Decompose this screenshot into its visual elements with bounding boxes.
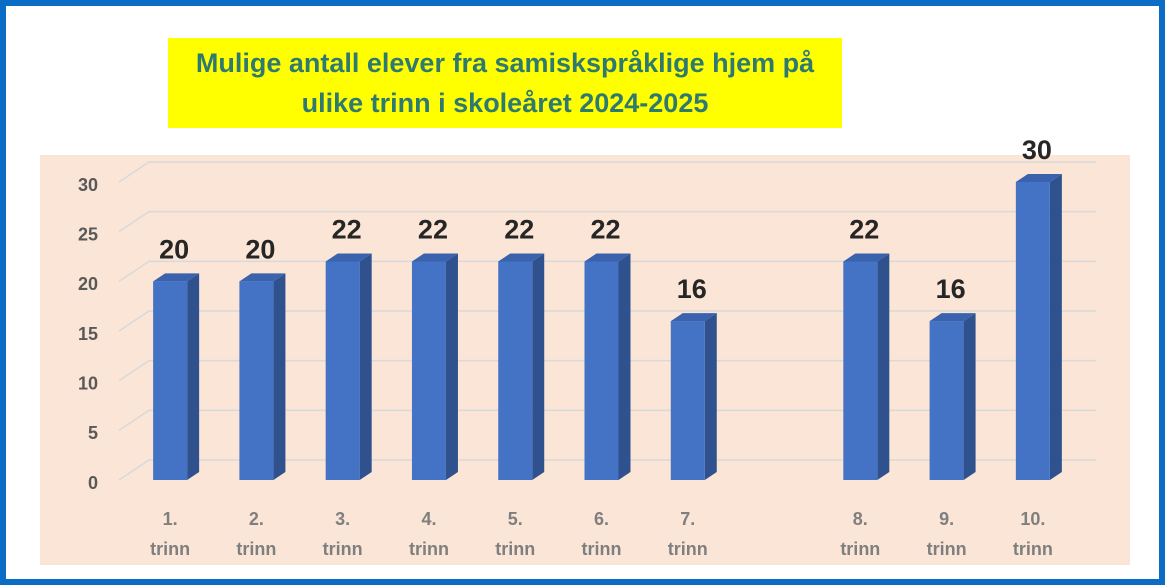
x-tick-label: 10. trinn: [1013, 509, 1053, 559]
bar-side: [359, 253, 372, 480]
x-tick-label: 5. trinn: [495, 509, 535, 559]
bar-side: [704, 313, 717, 480]
data-label: 22: [504, 215, 534, 245]
bar-front: [1015, 182, 1050, 480]
bar-top: [929, 313, 976, 322]
grid-line: [118, 210, 1096, 233]
bar-front: [584, 261, 619, 480]
data-label: 22: [849, 215, 879, 245]
x-tick-label: 7. trinn: [668, 509, 708, 559]
bar: [411, 253, 458, 480]
x-tick-label: 9. trinn: [927, 509, 967, 559]
bar-top: [670, 313, 717, 322]
data-label: 16: [677, 274, 707, 304]
bar-side: [1049, 174, 1062, 480]
bar-side: [187, 273, 200, 480]
bar-front: [929, 321, 964, 480]
grid-line: [118, 409, 1096, 431]
data-label: 20: [245, 234, 275, 264]
data-label: 16: [936, 274, 966, 304]
x-tick-label: 4. trinn: [409, 509, 449, 559]
bar: [325, 253, 372, 480]
bar: [153, 273, 200, 480]
bar: [1015, 174, 1062, 480]
bar-front: [411, 261, 446, 480]
bar-top: [1015, 174, 1062, 182]
data-label: 22: [590, 215, 620, 245]
grid-line: [118, 260, 1096, 282]
y-tick-label: 20: [78, 274, 98, 294]
bar: [498, 253, 545, 480]
x-tick-label: 6. trinn: [582, 509, 622, 559]
x-tick-label: 2. trinn: [236, 509, 276, 559]
bar-front: [239, 281, 274, 480]
bar-front: [153, 281, 188, 480]
bar-side: [273, 273, 286, 480]
bar-top: [239, 273, 286, 282]
bar-side: [963, 313, 976, 480]
bar-side: [877, 253, 890, 480]
grid-line: [118, 459, 1096, 481]
data-label: 20: [159, 234, 189, 264]
bar-front: [670, 321, 705, 480]
y-tick-label: 0: [88, 473, 98, 493]
grid-line: [118, 310, 1096, 332]
data-label: 30: [1022, 135, 1052, 165]
bar-front: [325, 261, 360, 480]
chart-title: Mulige antall elever fra samiskspråklige…: [168, 38, 842, 128]
y-tick-label: 15: [78, 324, 98, 344]
y-tick-label: 10: [78, 373, 98, 393]
bar: [670, 313, 717, 480]
x-tick-label: 1. trinn: [150, 509, 190, 559]
bar-top: [153, 273, 200, 282]
bar-top: [325, 253, 372, 262]
y-tick-label: 25: [78, 224, 98, 244]
y-tick-label: 5: [88, 423, 98, 443]
grid-line: [118, 359, 1096, 382]
bar-top: [411, 253, 458, 262]
bar: [239, 273, 286, 480]
x-tick-label: 8. trinn: [840, 509, 880, 559]
bar-side: [445, 253, 458, 480]
bar-side: [618, 253, 631, 480]
x-tick-label: 3. trinn: [323, 509, 363, 559]
data-label: 22: [418, 215, 448, 245]
bar-side: [532, 253, 545, 480]
data-label: 22: [332, 215, 362, 245]
bar: [584, 253, 631, 480]
grid-line: [118, 161, 1096, 183]
bar-front: [498, 261, 533, 480]
bar: [929, 313, 976, 480]
bar-top: [498, 253, 545, 262]
bar-front: [843, 261, 878, 480]
bar-top: [843, 253, 890, 262]
y-tick-label: 30: [78, 175, 98, 195]
bar-top: [584, 253, 631, 262]
bar: [843, 253, 890, 480]
